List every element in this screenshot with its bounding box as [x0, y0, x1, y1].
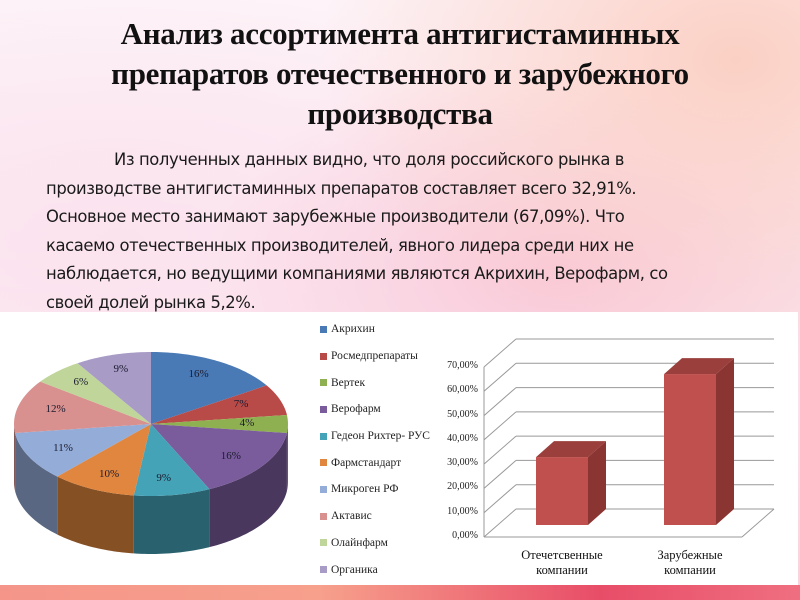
- y-axis-tick-label: 70,00%: [447, 360, 478, 371]
- legend-label: Микроген РФ: [331, 483, 399, 496]
- pie-data-label: 11%: [53, 442, 73, 455]
- pie-data-label: 4%: [239, 417, 255, 429]
- pie-data-label: 9%: [113, 363, 129, 376]
- pie-slice: [133, 424, 210, 496]
- charts-panel: 16% 7% 4% 16% 9% 10% 11% 12% 6% 9% Акрихин Росмедп…: [0, 312, 798, 585]
- y-axis-tick-label: 50,00%: [447, 408, 478, 420]
- paragraph-line: Основное место занимают зарубежные произ…: [46, 207, 625, 226]
- pie-data-label: 10%: [99, 467, 120, 480]
- paragraph-line: своей долей рынка 5,2%.: [46, 292, 256, 312]
- pie-slice: [15, 424, 151, 477]
- legend-swatch-icon: [320, 325, 327, 333]
- legend-swatch-icon: [320, 566, 327, 574]
- pie-slice: [151, 424, 287, 490]
- legend-swatch-icon: [320, 512, 327, 520]
- bar: [536, 457, 588, 525]
- y-axis-tick-label: 40,00%: [447, 432, 478, 444]
- paragraph-line: производстве антигистаминных препаратов …: [46, 178, 637, 198]
- legend-label: Фармстандарт: [331, 456, 402, 469]
- bar-chart: 0,00% 10,00% 20,00% 30,00% 40,00% 50,00% 60,00…: [432, 312, 798, 585]
- pie-chart: 16% 7% 4% 16% 9% 10% 11% 12% 6% 9%: [0, 312, 310, 585]
- pie-slice: [151, 414, 288, 434]
- title-line-2: препаратов отечественного и зарубежного: [111, 56, 689, 91]
- pie-slice: [40, 363, 151, 424]
- legend-swatch-icon: [320, 485, 327, 493]
- pie-data-label: 12%: [45, 403, 66, 416]
- footer-decoration-band: [0, 585, 800, 600]
- pie-data-label: 6%: [73, 376, 89, 389]
- legend-item: Вертек: [320, 369, 435, 396]
- legend-item: Акрихин: [320, 316, 435, 343]
- legend-label: Верофарм: [331, 403, 381, 416]
- summary-paragraph: Из полученных данных видно, что доля рос…: [46, 146, 766, 317]
- paragraph-line: касаемо отечественных производителей, яв…: [46, 235, 634, 255]
- pie-data-label: 9%: [156, 472, 172, 485]
- pie-slice: [57, 424, 152, 496]
- title-line-1: Анализ ассортимента антигистаминных: [120, 16, 680, 51]
- pie-chart-graphic: [14, 352, 288, 554]
- legend-swatch-icon: [320, 352, 327, 360]
- legend-label: Актавис: [331, 510, 372, 523]
- pie-slice: [14, 381, 151, 434]
- legend-label: Вертек: [331, 376, 366, 389]
- legend-item: Фармстандарт: [320, 449, 435, 476]
- slide-title: Анализ ассортимента антигистаминных преп…: [40, 14, 760, 134]
- legend-swatch-icon: [320, 539, 327, 547]
- title-line-3: производства: [307, 96, 493, 131]
- y-axis-tick-label: 10,00%: [447, 505, 478, 517]
- legend-swatch-icon: [320, 405, 327, 413]
- x-axis-category-label: Зарубежные компании: [657, 548, 723, 577]
- pie-data-label: 16%: [188, 367, 209, 380]
- x-axis-category-label: Отечетсвенные компании: [521, 548, 603, 577]
- y-axis-tick-label: 60,00%: [447, 384, 478, 396]
- y-axis-tick-label: 20,00%: [447, 481, 478, 493]
- paragraph-line: наблюдается, но ведущими компаниями явля…: [46, 264, 668, 283]
- pie-slice: [77, 352, 151, 424]
- legend-swatch-icon: [320, 432, 327, 440]
- pie-slice: [151, 385, 287, 424]
- pie-legend: Акрихин Росмедпрепараты Вертек Верофарм Геде…: [320, 316, 435, 583]
- y-axis-tick-label: 30,00%: [447, 457, 478, 469]
- pie-slice: [151, 352, 267, 424]
- legend-item: Актавис: [320, 503, 435, 530]
- legend-item: Росмедпрепараты: [320, 343, 435, 370]
- legend-label: Органика: [331, 563, 378, 576]
- legend-label: Олайнфарм: [331, 536, 388, 549]
- paragraph-line: Из полученных данных видно, что доля рос…: [114, 150, 625, 169]
- legend-item: Органика: [320, 556, 435, 583]
- bar-chart-graphic: [483, 338, 775, 538]
- legend-label: Росмедпрепараты: [331, 350, 418, 363]
- bar: [664, 374, 716, 525]
- legend-swatch-icon: [320, 459, 327, 467]
- legend-swatch-icon: [320, 379, 327, 387]
- legend-label: Акрихин: [331, 323, 375, 336]
- legend-label: Гедеон Рихтер- РУС: [331, 430, 430, 443]
- legend-item: Микроген РФ: [320, 476, 435, 503]
- y-axis-tick-label: 0,00%: [452, 530, 478, 541]
- legend-item: Верофарм: [320, 396, 435, 423]
- pie-data-label: 16%: [220, 450, 241, 462]
- legend-item: Олайнфарм: [320, 530, 435, 557]
- pie-data-label: 7%: [233, 397, 249, 410]
- legend-item: Гедеон Рихтер- РУС: [320, 423, 435, 450]
